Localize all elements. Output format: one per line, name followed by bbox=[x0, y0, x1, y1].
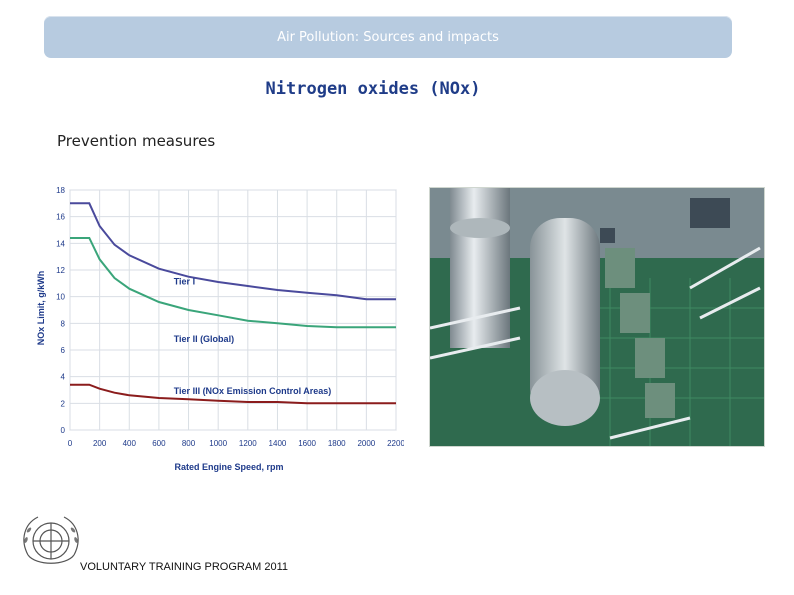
series-line bbox=[70, 237, 396, 329]
series-lines bbox=[70, 202, 396, 405]
y-tick-labels: 0 2 4 6 8 10 12 14 16 18 bbox=[56, 186, 65, 435]
chart-grid bbox=[69, 189, 397, 431]
y-tick-label: 14 bbox=[56, 239, 65, 248]
x-axis-label: Rated Engine Speed, rpm bbox=[174, 462, 283, 472]
series-label: Tier II (Global) bbox=[174, 334, 234, 344]
x-tick-label: 1800 bbox=[328, 439, 346, 448]
y-tick-label: 0 bbox=[61, 426, 66, 435]
chart-svg: 0 2 4 6 8 10 12 14 16 18 0 200 400 600 800 1000 1200 140… bbox=[36, 186, 406, 472]
y-tick-label: 4 bbox=[61, 373, 66, 382]
header-banner: Air Pollution: Sources and impacts bbox=[44, 16, 732, 58]
y-tick-label: 16 bbox=[56, 213, 65, 222]
x-tick-labels: 0 200 400 600 800 1000 1200 1400 1600 1800 2000 220… bbox=[68, 439, 406, 448]
x-tick-label: 1200 bbox=[239, 439, 257, 448]
series-line bbox=[70, 202, 396, 301]
x-tick-label: 600 bbox=[152, 439, 166, 448]
x-tick-label: 0 bbox=[68, 439, 73, 448]
un-emblem-logo bbox=[16, 510, 86, 574]
x-tick-label: 800 bbox=[182, 439, 196, 448]
y-tick-label: 18 bbox=[56, 186, 65, 195]
x-tick-label: 2000 bbox=[357, 439, 375, 448]
slide-title: Nitrogen oxides (NOx) bbox=[265, 79, 481, 99]
series-labels: Tier I Tier II (Global) Tier III (NOx Emis… bbox=[174, 277, 332, 396]
plot-area bbox=[69, 189, 397, 431]
x-tick-label: 400 bbox=[123, 439, 137, 448]
y-axis-label: NOx Limit, g/kWh bbox=[36, 271, 46, 346]
engine-room-photo bbox=[429, 187, 765, 447]
header-title: Air Pollution: Sources and impacts bbox=[277, 30, 499, 45]
y-tick-label: 10 bbox=[56, 293, 65, 302]
series-line bbox=[70, 383, 396, 405]
slide-subtitle: Prevention measures bbox=[57, 132, 216, 150]
x-tick-label: 200 bbox=[93, 439, 107, 448]
series-label: Tier III (NOx Emission Control Areas) bbox=[174, 386, 332, 396]
x-tick-label: 1400 bbox=[269, 439, 287, 448]
x-tick-label: 1000 bbox=[209, 439, 227, 448]
series-label: Tier I bbox=[174, 277, 195, 287]
x-tick-label: 2200 bbox=[387, 439, 404, 448]
y-tick-label: 12 bbox=[56, 266, 65, 275]
footer-program: VOLUNTARY TRAINING PROGRAM 2011 bbox=[80, 561, 289, 573]
y-tick-label: 2 bbox=[61, 399, 66, 408]
y-tick-label: 8 bbox=[61, 319, 66, 328]
x-tick-label: 1600 bbox=[298, 439, 316, 448]
nox-limit-chart: 0 2 4 6 8 10 12 14 16 18 0 200 400 600 800 1000 1200 140… bbox=[34, 178, 406, 478]
y-tick-label: 6 bbox=[61, 346, 66, 355]
